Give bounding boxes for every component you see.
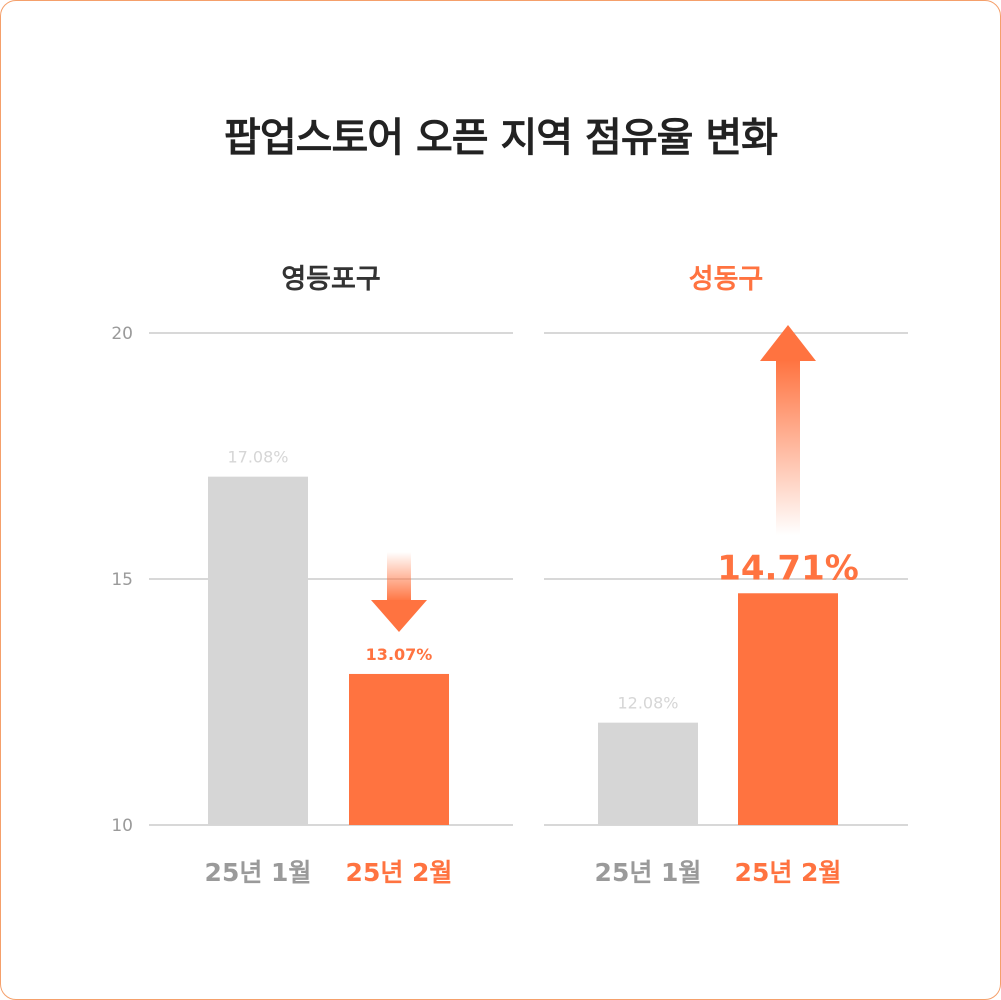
down-arrow-icon [371,599,427,632]
data-label: 12.08% [617,694,678,713]
trend-arrow-shaft [776,360,800,536]
data-label: 13.07% [366,645,433,664]
bar-1 [208,476,308,825]
bar-2 [349,673,449,825]
y-tick-label: 15 [111,570,133,590]
up-arrow-icon [760,325,816,361]
y-tick-label: 20 [111,324,133,344]
data-label: 17.08% [227,448,288,467]
chart-title: 팝업스토어 오픈 지역 점유율 변화 [224,115,778,161]
trend-arrow-shaft [387,551,411,602]
data-label: 14.71% [717,548,859,588]
x-tick-label: 25년 1월 [205,858,312,887]
y-tick-label: 10 [111,816,133,836]
x-tick-label: 25년 2월 [735,858,842,887]
x-tick-label: 25년 2월 [346,858,453,887]
panel-title-1: 영등포구 [281,264,380,295]
bar-2 [738,593,838,825]
bar-1 [598,722,698,825]
panel-title-2: 성동구 [689,264,764,295]
x-tick-label: 25년 1월 [595,858,702,887]
